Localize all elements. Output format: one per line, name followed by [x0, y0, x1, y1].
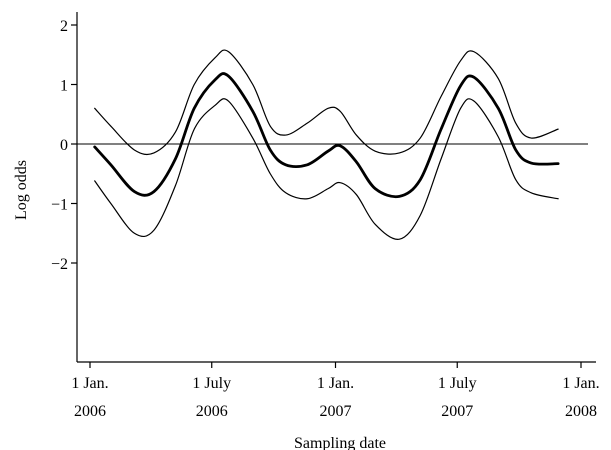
y-axis-title: Log odds — [13, 160, 30, 220]
y-tick-label: −2 — [51, 256, 68, 273]
y-tick-label: 2 — [60, 18, 68, 35]
x-tick-label-line1: 1 Jan. — [562, 375, 599, 392]
x-tick-label-line2: 2006 — [74, 403, 106, 420]
x-axis-title: Sampling date — [294, 435, 386, 450]
x-tick-label-line1: 1 Jan. — [317, 375, 354, 392]
x-tick-label-line1: 1 July — [438, 375, 477, 392]
upper-bound-line — [94, 49, 559, 156]
x-tick-label-line1: 1 Jan. — [71, 375, 108, 392]
y-tick-label: 0 — [60, 137, 68, 154]
x-tick-label-line2: 2007 — [320, 403, 352, 420]
x-tick-label-line2: 2008 — [565, 403, 597, 420]
y-tick-label: −1 — [51, 197, 68, 214]
x-tick-label-line1: 1 July — [192, 375, 231, 392]
x-tick-label-line2: 2006 — [196, 403, 228, 420]
y-tick-label: 1 — [60, 78, 68, 95]
series-group — [93, 49, 560, 240]
x-tick-label-line2: 2007 — [441, 403, 473, 420]
lower-bound-line — [94, 98, 559, 240]
estimate-line — [93, 72, 560, 199]
x-axis: 1 Jan. 2006 1 July 2006 1 Jan. 2007 1 July 2007… — [71, 361, 600, 420]
y-axis: 2 1 0 −1 −2 — [51, 12, 78, 362]
